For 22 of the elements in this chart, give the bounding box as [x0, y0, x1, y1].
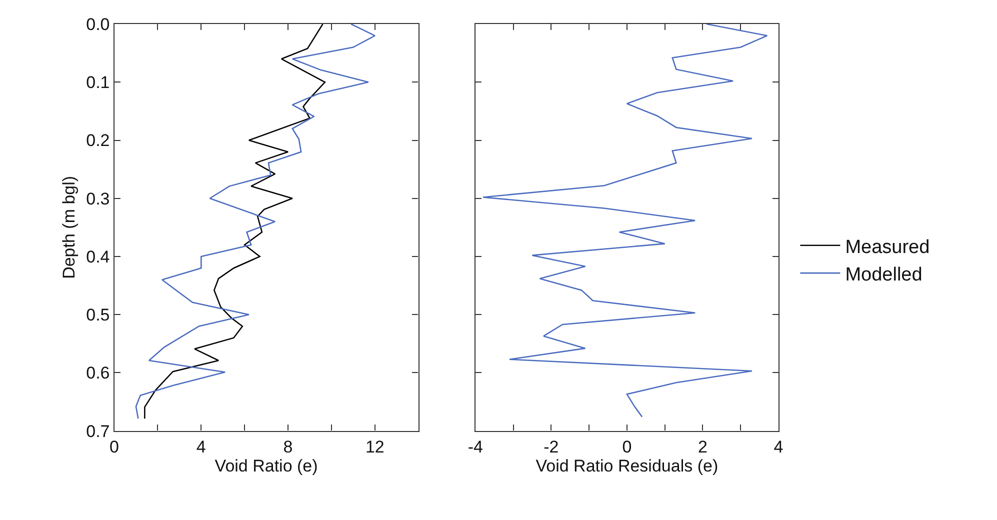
x-tick-label: 4 [774, 437, 784, 456]
x-tick-label: -2 [544, 437, 559, 456]
x-tick-label: -4 [468, 437, 483, 456]
x-tick-label: 8 [283, 437, 293, 456]
y-tick-label: 0.2 [86, 131, 110, 150]
x-axis-title: Void Ratio (e) [214, 456, 318, 476]
legend-label: Measured [845, 236, 930, 258]
x-axis-title: Void Ratio Residuals (e) [536, 456, 718, 476]
y-axis-title: Depth (m bgl) [60, 176, 79, 279]
x-tick-label: 12 [365, 437, 384, 456]
y-tick-label: 0.1 [86, 73, 110, 92]
x-tick-label: 0 [622, 437, 632, 456]
x-tick-label: 0 [110, 437, 120, 456]
y-tick-label: 0.7 [86, 422, 110, 441]
x-tick-label: 2 [698, 437, 708, 456]
x-tick-label: 4 [196, 437, 206, 456]
y-tick-label: 0.0 [86, 14, 110, 34]
y-tick-label: 0.5 [86, 306, 110, 325]
y-tick-label: 0.6 [86, 364, 110, 383]
y-tick-label: 0.3 [86, 189, 110, 208]
legend-label: Modelled [845, 264, 922, 286]
y-tick-label: 0.4 [86, 247, 110, 266]
